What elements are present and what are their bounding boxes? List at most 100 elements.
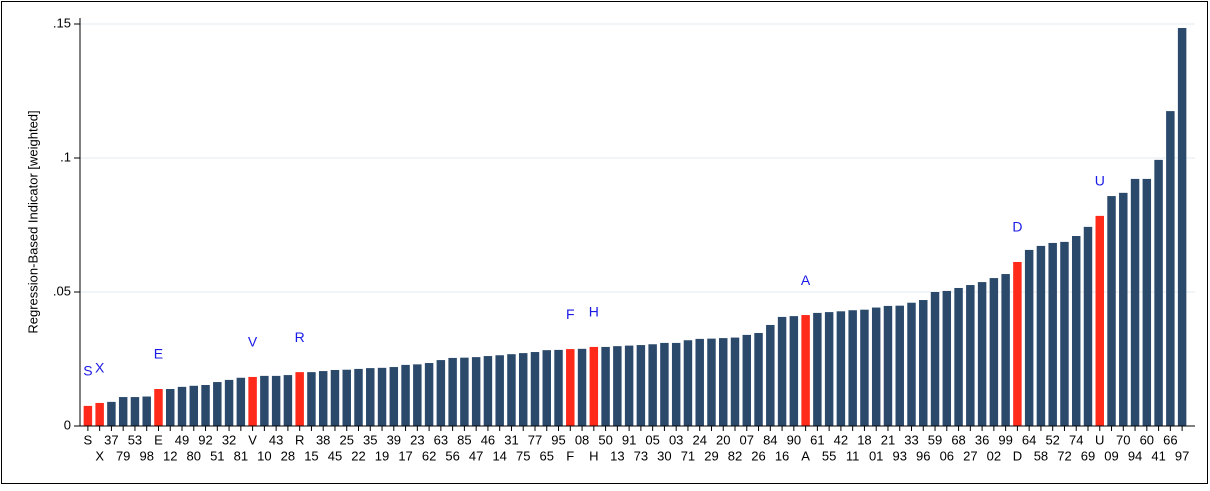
x-tick-label: 43 <box>269 432 283 447</box>
bar <box>142 396 151 426</box>
bar <box>495 355 504 426</box>
bar <box>766 324 775 426</box>
annotation: A <box>801 272 811 288</box>
x-tick-label: 01 <box>869 448 883 463</box>
x-tick-label: 36 <box>975 432 989 447</box>
x-tick-label: 47 <box>469 448 483 463</box>
bar <box>954 287 963 426</box>
x-tick-label: 26 <box>751 448 765 463</box>
x-tick-label: 16 <box>775 448 789 463</box>
x-tick-label: 56 <box>445 448 459 463</box>
x-tick-label: 50 <box>598 432 612 447</box>
x-tick-label: 12 <box>163 448 177 463</box>
bar <box>307 372 316 426</box>
x-tick-label: 08 <box>575 432 589 447</box>
bar <box>601 346 610 426</box>
x-tick-label: D <box>1013 448 1022 463</box>
x-tick-label: U <box>1095 432 1104 447</box>
x-tick-label: 70 <box>1116 432 1130 447</box>
x-tick-label: 94 <box>1128 448 1142 463</box>
bar <box>318 371 328 426</box>
x-tick-label: 35 <box>363 432 377 447</box>
bar <box>248 376 257 426</box>
bar <box>166 389 175 426</box>
x-tick-label: 07 <box>740 432 754 447</box>
x-tick-label: 82 <box>728 448 742 463</box>
bar <box>942 290 952 426</box>
bar <box>1119 192 1128 426</box>
bar <box>1001 274 1010 426</box>
bar <box>342 369 351 426</box>
bar <box>554 349 563 426</box>
bar <box>201 384 210 426</box>
x-tick-label: H <box>589 448 598 463</box>
x-tick-label: 66 <box>1163 432 1177 447</box>
x-tick-label: 53 <box>128 432 142 447</box>
bar <box>471 357 481 426</box>
annotation: D <box>1012 219 1022 235</box>
bar <box>518 353 528 426</box>
bar <box>719 338 728 426</box>
bar <box>1036 245 1046 426</box>
annotation: R <box>295 329 305 345</box>
x-tick-label: A <box>801 448 810 463</box>
bar <box>354 368 363 426</box>
x-tick-label: 25 <box>339 432 353 447</box>
bar <box>260 375 269 426</box>
x-tick-label: 17 <box>398 448 412 463</box>
x-tick-label: 62 <box>422 448 436 463</box>
bar <box>907 302 916 426</box>
x-tick-label: 52 <box>1045 432 1059 447</box>
bar <box>154 389 163 426</box>
bar <box>895 305 904 426</box>
x-tick-label: 21 <box>881 432 895 447</box>
bar <box>695 338 704 426</box>
x-tick-label: 95 <box>551 432 565 447</box>
bar <box>636 345 646 426</box>
x-tick-label: 91 <box>622 432 636 447</box>
x-tick-label: 68 <box>951 432 965 447</box>
bar <box>1095 215 1104 426</box>
x-tick-label: 98 <box>139 448 153 463</box>
x-tick-label: 05 <box>645 432 659 447</box>
bar <box>589 346 599 426</box>
bar <box>436 360 446 426</box>
x-tick-label: 30 <box>657 448 671 463</box>
bar <box>530 352 540 426</box>
x-tick-label: 85 <box>457 432 471 447</box>
x-tick-label: 13 <box>610 448 624 463</box>
x-tick-label: 97 <box>1175 448 1189 463</box>
bar <box>413 364 422 426</box>
bar <box>189 385 199 426</box>
x-tick-label: 64 <box>1022 432 1036 447</box>
x-tick-label: 45 <box>328 448 342 463</box>
x-tick-label: 75 <box>516 448 530 463</box>
bar <box>671 342 681 426</box>
x-tick-label: 55 <box>822 448 836 463</box>
x-tick-label: 92 <box>198 432 212 447</box>
bar <box>730 337 740 426</box>
bar <box>848 310 857 426</box>
bar <box>1154 159 1163 426</box>
annotation: U <box>1095 173 1105 189</box>
x-tick-label: 74 <box>1069 432 1083 447</box>
x-tick-label: 20 <box>716 432 730 447</box>
x-tick-label: 72 <box>1057 448 1071 463</box>
x-tick-label: 28 <box>281 448 295 463</box>
y-tick-label: .05 <box>53 283 71 298</box>
x-tick-label: 71 <box>681 448 695 463</box>
bar <box>271 375 281 426</box>
x-tick-label: 96 <box>916 448 930 463</box>
x-tick-label: 10 <box>257 448 271 463</box>
x-tick-label: 65 <box>540 448 554 463</box>
bar <box>1024 249 1034 426</box>
bar <box>1083 226 1093 426</box>
x-tick-label: 77 <box>528 432 542 447</box>
bar <box>130 397 140 426</box>
x-tick-label: 79 <box>116 448 130 463</box>
x-tick-label: 46 <box>481 432 495 447</box>
bar <box>224 379 234 426</box>
bar <box>577 348 587 426</box>
y-axis-label: Regression-Based Indicator [weighted] <box>25 110 40 333</box>
bar <box>1048 242 1057 426</box>
